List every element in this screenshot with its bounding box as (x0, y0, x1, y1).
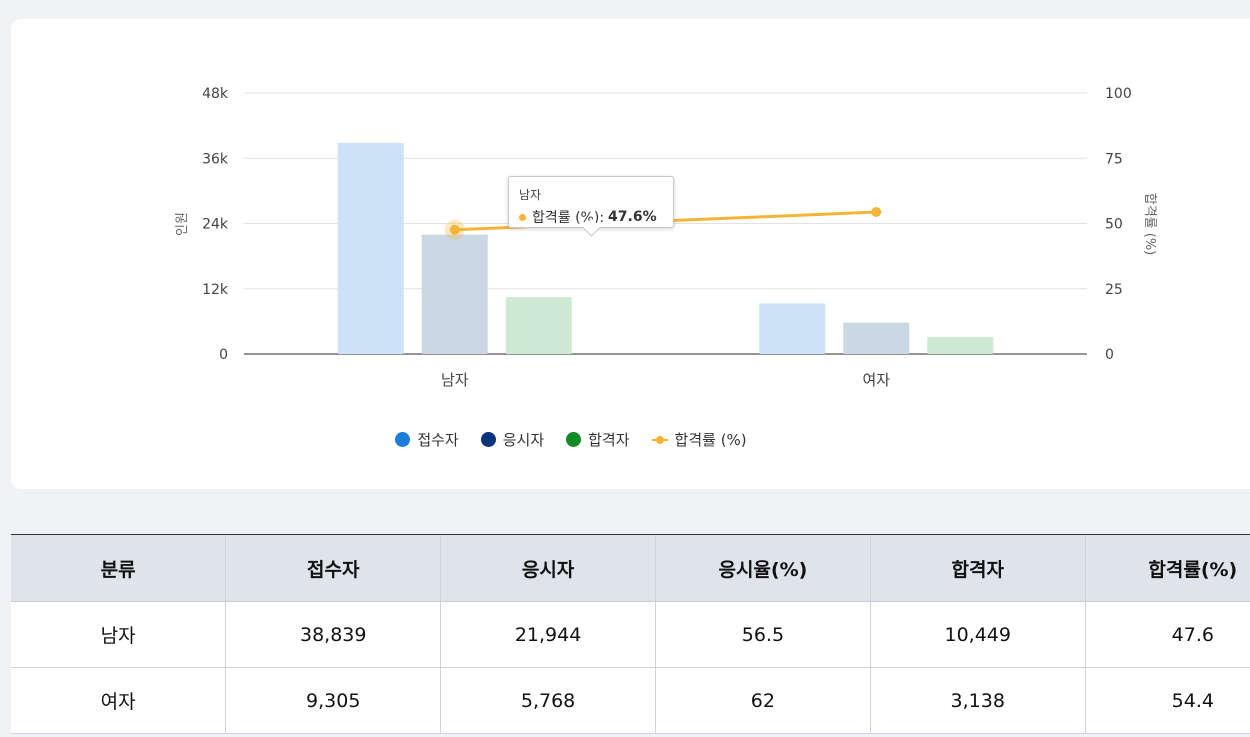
y2-tick-label: 75 (1105, 151, 1123, 167)
cell-category: 남자 (11, 601, 226, 668)
chart-card: 0 0 12k 25 24k 50 36k 75 48k 100 인원 합격률 (%) 남자 여자 접수자… (11, 19, 1250, 489)
cell-passers: 10,449 (869, 601, 1086, 668)
cell-pass-rate: 54.4 (1084, 667, 1250, 734)
header-category: 분류 (11, 534, 226, 602)
legend-item-passers[interactable]: 합격자 (566, 429, 630, 450)
legend-item-examinees[interactable]: 응시자 (480, 429, 545, 450)
cell-examinees: 21,944 (440, 601, 656, 668)
cell-exam-rate: 56.5 (654, 601, 871, 668)
table-row: 여자 9,305 5,768 62 3,138 54.4 (11, 667, 1250, 734)
y2-tick-label: 50 (1105, 217, 1123, 233)
y-tick-label: 0 (219, 347, 228, 363)
header-pass-rate: 합격률(%) (1084, 534, 1250, 602)
tooltip-title: 남자 (519, 188, 542, 202)
x-tick-label: 남자 (441, 371, 469, 389)
chart-legend: 접수자 응시자 합격자 합격률 (%) (11, 429, 1131, 450)
y-tick-label: 36k (202, 151, 229, 167)
legend-swatch-passers (566, 432, 582, 447)
y2-tick-label: 100 (1105, 86, 1132, 102)
bar (505, 297, 572, 354)
data-table: 분류 접수자 응시자 응시율(%) 합격자 합격률(%) 남자 38,839 2… (11, 534, 1250, 734)
header-applicants: 접수자 (225, 534, 441, 602)
line-point (871, 207, 882, 218)
data-table-container: 분류 접수자 응시자 응시율(%) 합격자 합격률(%) 남자 38,839 2… (11, 534, 1250, 734)
x-tick-label: 여자 (862, 371, 890, 389)
bar (843, 322, 910, 354)
legend-swatch-applicants (395, 432, 411, 447)
cell-pass-rate: 47.6 (1084, 601, 1250, 668)
legend-label-passers: 합격자 (588, 431, 630, 449)
header-passers: 합격자 (869, 534, 1086, 602)
chart-tooltip: 남자 합격률 (%): 47.6% (508, 176, 674, 237)
y-tick-label: 48k (202, 86, 229, 102)
y2-axis-title: 합격률 (%) (1142, 193, 1157, 256)
tooltip-value: 47.6% (608, 209, 657, 225)
table-row: 남자 38,839 21,944 56.5 10,449 47.6 (11, 601, 1250, 668)
legend-label-examinees: 응시자 (502, 431, 545, 449)
header-exam-rate: 응시율(%) (654, 534, 871, 602)
cell-applicants: 9,305 (225, 667, 441, 734)
header-examinees: 응시자 (440, 534, 656, 602)
cell-exam-rate: 62 (654, 667, 871, 734)
cell-applicants: 38,839 (225, 601, 441, 668)
y-axis-title: 인원 (175, 212, 190, 236)
bar (337, 142, 404, 354)
cell-passers: 3,138 (869, 667, 1086, 734)
y2-tick-label: 0 (1105, 347, 1114, 363)
y2-tick-label: 25 (1105, 282, 1123, 298)
y-tick-label: 12k (202, 282, 229, 298)
bar (421, 234, 488, 354)
legend-swatch-examinees (480, 432, 496, 447)
legend-label-pass-rate: 합격률 (%) (674, 431, 747, 449)
legend-label-applicants: 접수자 (417, 431, 459, 449)
y-tick-label: 24k (202, 217, 229, 233)
bar (759, 303, 826, 354)
cell-category: 여자 (11, 667, 226, 734)
line-point (449, 224, 460, 235)
table-header-row: 분류 접수자 응시자 응시율(%) 합격자 합격률(%) (11, 534, 1250, 602)
bar (927, 336, 994, 354)
legend-item-pass-rate[interactable]: 합격률 (%) (651, 429, 747, 450)
legend-item-applicants[interactable]: 접수자 (395, 429, 459, 450)
legend-swatch-pass-rate (651, 432, 668, 447)
tooltip-series-dot (519, 213, 526, 221)
cell-examinees: 5,768 (440, 667, 656, 734)
